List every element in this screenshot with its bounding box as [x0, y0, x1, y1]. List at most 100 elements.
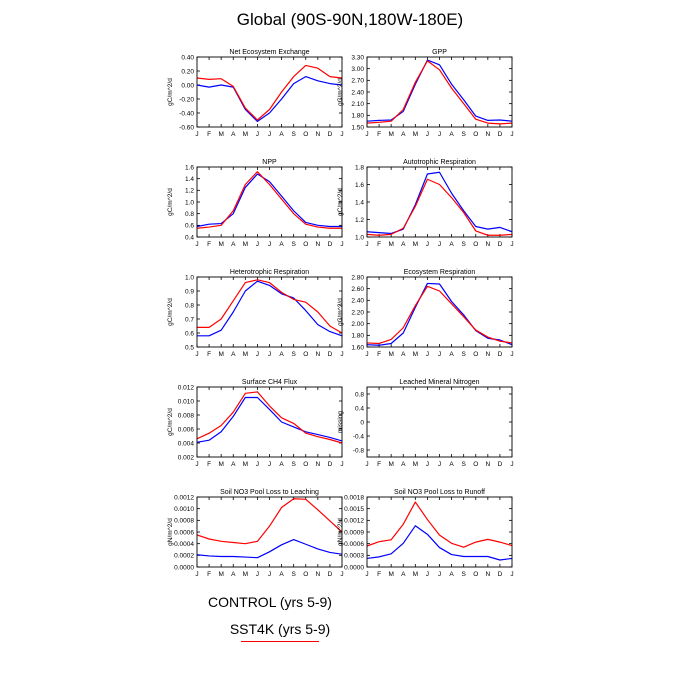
x-tick-label: D — [498, 241, 503, 248]
x-tick-label: J — [256, 571, 259, 578]
x-tick-label: M — [413, 461, 418, 468]
y-tick-label: 0.0006 — [344, 541, 364, 548]
y-tick-label: 0.0002 — [174, 553, 194, 560]
x-tick-label: M — [243, 461, 248, 468]
chart-panel-1: Net Ecosystem Exchange -0.60 -0.40 -0.20 0.0… — [167, 49, 344, 138]
x-tick-label: J — [438, 131, 441, 138]
x-tick-label: M — [413, 351, 418, 358]
y-tick-label: 0.0010 — [174, 506, 194, 513]
x-tick-label: A — [231, 131, 236, 138]
y-tick-label: 0.8 — [355, 391, 364, 398]
x-tick-label: O — [473, 571, 478, 578]
series-line-sst4k — [196, 391, 343, 444]
panel-title: GPP — [432, 49, 447, 56]
x-tick-label: N — [485, 241, 490, 248]
x-tick-label: A — [279, 241, 284, 248]
x-tick-label: M — [388, 461, 393, 468]
x-tick-label: J — [340, 571, 343, 578]
x-tick-label: S — [291, 241, 296, 248]
x-tick-label: J — [438, 571, 441, 578]
legend-sst4k-label: SST4K (yrs 5-9) — [229, 621, 331, 637]
x-tick-label: S — [461, 241, 466, 248]
x-tick-label: D — [498, 131, 503, 138]
plot-frame — [366, 276, 513, 348]
x-tick-label: F — [377, 571, 381, 578]
series-line-sst4k — [366, 285, 513, 345]
series-line-sst4k — [366, 178, 513, 236]
x-tick-label: J — [365, 241, 368, 248]
y-tick-label: 1.60 — [351, 344, 364, 351]
x-tick-label: M — [388, 571, 393, 578]
x-tick-label: M — [388, 351, 393, 358]
y-tick-label: 1.80 — [351, 113, 364, 120]
x-tick-label: F — [207, 241, 211, 248]
y-tick-label: 0.7 — [185, 316, 194, 323]
y-tick-label: 0.012 — [178, 384, 195, 391]
series-line-sst4k — [196, 498, 343, 545]
y-tick-label: -0.8 — [353, 447, 365, 454]
series-line-control — [196, 396, 343, 443]
x-tick-label: J — [365, 131, 368, 138]
y-tick-label: 0.4 — [185, 234, 194, 241]
x-tick-label: S — [291, 131, 296, 138]
x-tick-label: J — [438, 351, 441, 358]
y-axis-label: gC/m^2/d — [337, 188, 344, 216]
x-tick-label: A — [449, 571, 454, 578]
y-axis-label: gC/m^2/d — [337, 78, 344, 106]
y-tick-label: 0.5 — [185, 344, 194, 351]
x-tick-label: N — [315, 351, 320, 358]
x-tick-label: A — [279, 571, 284, 578]
x-tick-label: J — [365, 351, 368, 358]
x-tick-label: M — [413, 571, 418, 578]
y-tick-label: 2.70 — [351, 78, 364, 85]
x-tick-label: O — [303, 131, 308, 138]
x-tick-label: J — [268, 131, 271, 138]
y-tick-label: 0.8 — [185, 302, 194, 309]
y-tick-label: 0 — [360, 419, 364, 426]
x-tick-label: A — [449, 241, 454, 248]
y-tick-label: -0.40 — [179, 110, 194, 117]
x-tick-label: M — [218, 351, 223, 358]
x-tick-label: A — [231, 571, 236, 578]
y-tick-label: 0.0008 — [174, 518, 194, 525]
x-tick-label: D — [328, 461, 333, 468]
plot-frame — [366, 56, 513, 128]
y-tick-label: 0.0009 — [344, 529, 364, 536]
y-tick-label: 0.0012 — [344, 518, 364, 525]
chart-panel-4: Autotrophic Respiration 1.0 1.2 1.4 1.6 1.8 J F… — [337, 159, 514, 248]
series-line-control — [366, 59, 513, 122]
x-tick-label: M — [413, 241, 418, 248]
x-tick-label: O — [303, 571, 308, 578]
x-tick-label: A — [401, 351, 406, 358]
plot-frame — [366, 386, 513, 458]
chart-panel-7: Surface CH4 Flux 0.002 0.004 0.006 0.008 0.01… — [167, 379, 344, 468]
y-tick-label: 0.002 — [178, 454, 195, 461]
plot-frame — [366, 166, 513, 238]
y-tick-label: 0.0018 — [344, 494, 364, 501]
series-line-control — [196, 538, 343, 559]
x-tick-label: M — [388, 241, 393, 248]
series-line-control — [366, 282, 513, 346]
series-line-control — [196, 173, 342, 228]
y-tick-label: 1.0 — [185, 199, 194, 206]
y-tick-label: 2.60 — [351, 286, 364, 293]
x-tick-label: M — [413, 131, 418, 138]
y-tick-label: -0.4 — [353, 433, 365, 440]
x-tick-label: O — [303, 351, 308, 358]
x-tick-label: J — [365, 571, 368, 578]
series-line-control — [366, 525, 513, 561]
x-tick-label: F — [207, 351, 211, 358]
x-tick-label: J — [426, 131, 429, 138]
x-tick-label: J — [268, 461, 271, 468]
x-tick-label: O — [473, 461, 478, 468]
y-tick-label: 1.2 — [355, 217, 364, 224]
x-tick-label: M — [243, 351, 248, 358]
plot-frame — [196, 56, 343, 128]
y-tick-label: 3.30 — [351, 54, 364, 61]
x-tick-label: J — [256, 131, 259, 138]
chart-panel-10: Soil NO3 Pool Loss to Runoff 0.0000 0.0003… — [337, 489, 514, 578]
y-tick-label: 0.0015 — [344, 506, 364, 513]
legend-control-label: CONTROL (yrs 5-9) — [208, 594, 332, 610]
series-line-control — [197, 280, 343, 337]
